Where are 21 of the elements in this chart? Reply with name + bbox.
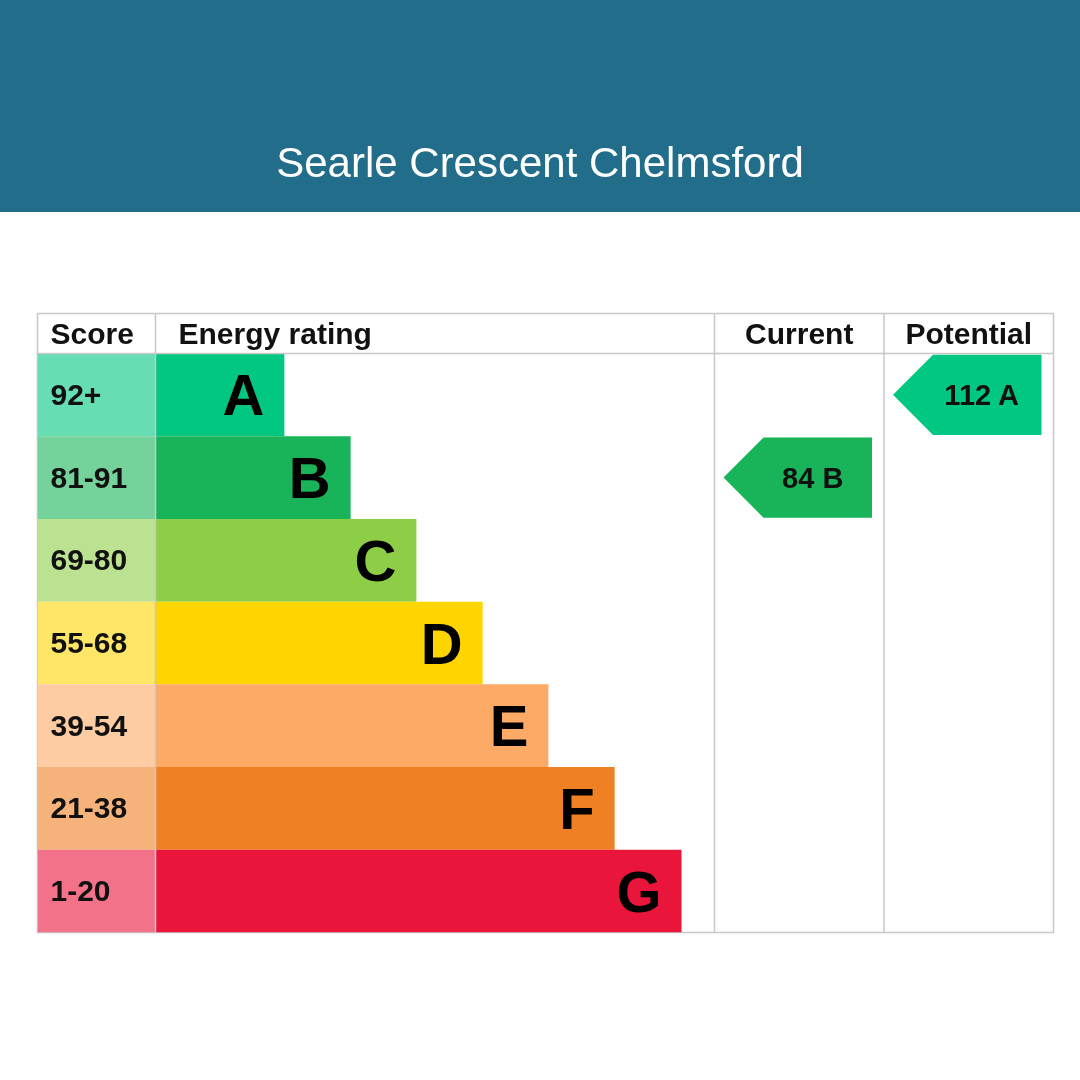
text: 84 B bbox=[782, 461, 844, 494]
chart-title: Searle Crescent Chelmsford bbox=[0, 0, 1080, 212]
x-axis-title: Energy rating bbox=[178, 317, 372, 350]
y-tick-label: 81-91 bbox=[50, 460, 128, 494]
y-tick-label: 39-54 bbox=[50, 708, 128, 742]
y-tick-label: 21-38 bbox=[50, 791, 128, 825]
annotation: B bbox=[288, 445, 331, 511]
y-tick-label: 69-80 bbox=[50, 543, 128, 577]
text: Current bbox=[745, 317, 854, 350]
annotation: A bbox=[222, 362, 265, 428]
y-tick-label: 92+ bbox=[50, 377, 102, 411]
text: Potential bbox=[905, 317, 1033, 350]
annotation: E bbox=[489, 693, 529, 759]
annotation: G bbox=[616, 858, 662, 924]
y-axis-title: Score bbox=[50, 317, 134, 350]
y-tick-label: 1-20 bbox=[50, 874, 111, 908]
annotation: F bbox=[559, 775, 595, 841]
text: 112 A bbox=[944, 378, 1020, 411]
annotation: C bbox=[354, 527, 397, 593]
annotation: D bbox=[420, 610, 463, 676]
y-tick-label: 55-68 bbox=[50, 626, 128, 659]
